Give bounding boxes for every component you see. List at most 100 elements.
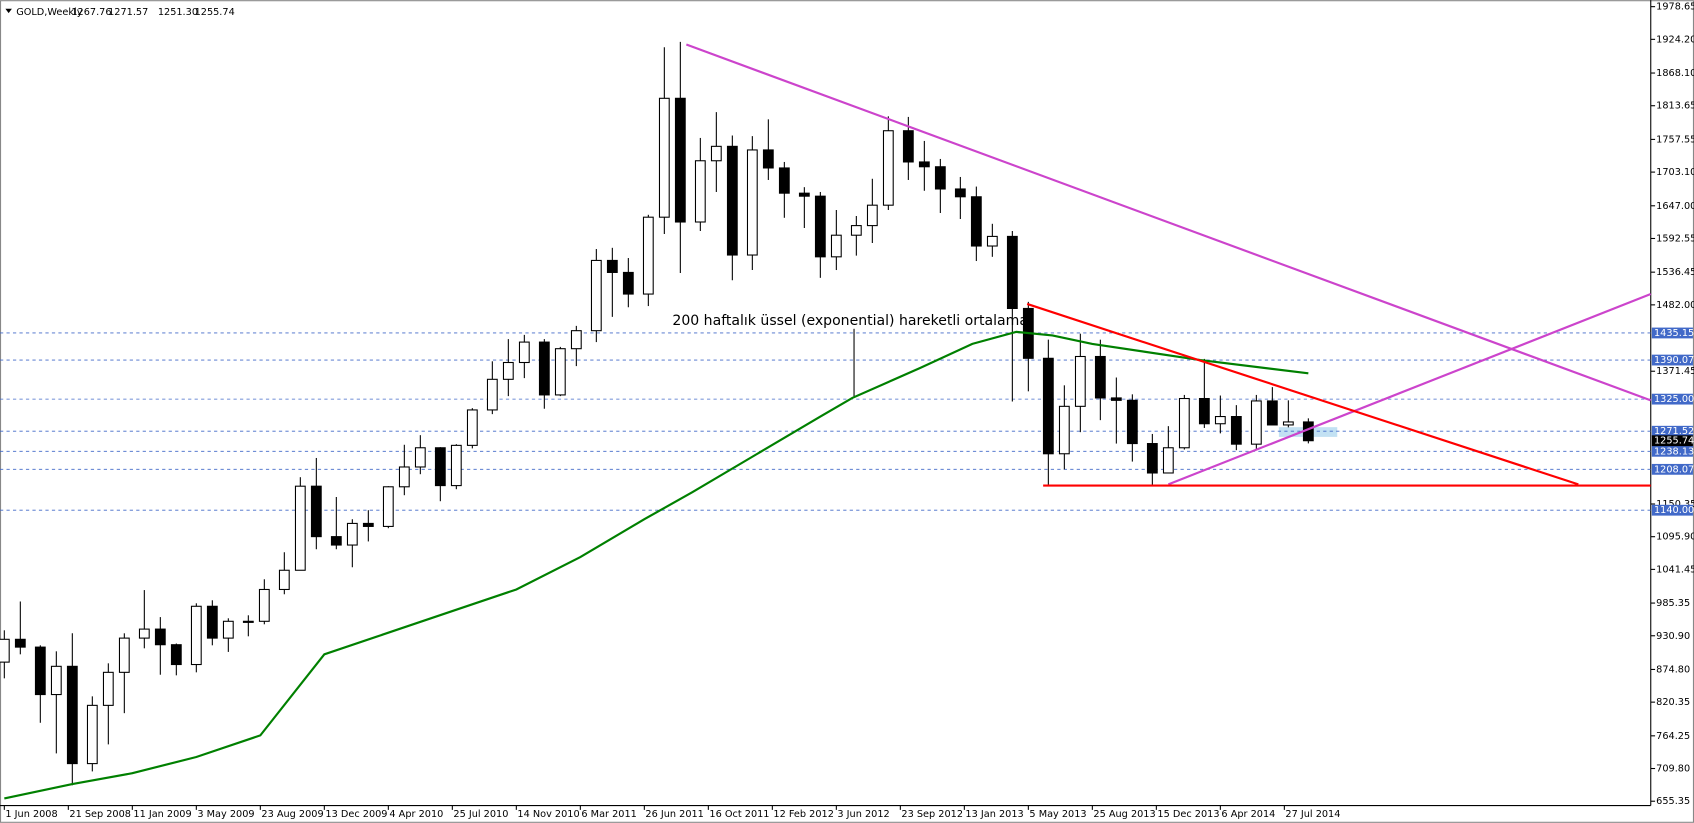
y-tick-label: 874.80 <box>1656 664 1690 675</box>
candle-body <box>814 195 826 258</box>
x-tick-label: 6 Mar 2011 <box>581 809 636 820</box>
x-tick-label: 14 Nov 2010 <box>517 809 579 820</box>
symbol-title: GOLD,Weekly <box>16 7 82 18</box>
level-label: 1140.00 <box>1654 505 1694 516</box>
candle-body <box>1250 400 1262 445</box>
candle-body <box>1178 397 1190 449</box>
candle-body <box>1146 443 1158 474</box>
candle-body <box>590 259 602 332</box>
candle-body <box>382 486 394 527</box>
candle-body <box>1110 397 1122 401</box>
y-tick-label: 1757.55 <box>1656 134 1694 145</box>
candle-body <box>0 638 10 663</box>
candle-body <box>1094 355 1106 399</box>
last-price-label: 1255.74 <box>1654 436 1694 447</box>
y-tick-label: 985.35 <box>1656 598 1690 609</box>
x-tick-label: 1 Jun 2008 <box>5 809 57 820</box>
candle-body <box>66 665 78 765</box>
candle-body <box>14 638 26 648</box>
candle-body <box>330 536 342 546</box>
candle-body <box>954 188 966 198</box>
trend-line <box>1167 293 1652 486</box>
candle-body <box>1230 416 1242 445</box>
candle-body <box>1282 421 1294 426</box>
candle-body <box>518 341 530 364</box>
candle-body <box>242 620 254 623</box>
level-tag <box>1651 504 1693 516</box>
candle-body <box>1266 400 1278 426</box>
last-price-tag <box>1651 435 1693 447</box>
moving-average <box>4 330 1309 800</box>
candle-body <box>34 646 46 696</box>
candle-body <box>50 665 62 696</box>
y-tick-label: 1371.45 <box>1656 366 1694 377</box>
candle-body <box>830 234 842 258</box>
candle-body <box>710 145 722 162</box>
x-tick-label: 13 Dec 2009 <box>325 809 387 820</box>
level-label: 1271.52 <box>1654 426 1694 437</box>
x-tick-label: 6 Apr 2014 <box>1221 809 1275 820</box>
level-label: 1390.07 <box>1654 355 1694 366</box>
x-tick-label: 15 Dec 2013 <box>1157 809 1219 820</box>
level-label: 1238.13 <box>1654 446 1694 457</box>
x-tick-label: 3 Jun 2012 <box>837 809 889 820</box>
annotation: 200 haftalık üssel (exponential) hareket… <box>672 313 1028 329</box>
y-tick-label: 1813.65 <box>1656 101 1694 112</box>
candle-body <box>138 628 150 639</box>
x-tick-label: 27 Jul 2014 <box>1285 809 1340 820</box>
x-tick-label: 13 Jan 2013 <box>965 809 1023 820</box>
quote: 1267.76 <box>71 7 111 18</box>
candle-body <box>850 225 862 236</box>
candle-body <box>1074 355 1086 407</box>
y-tick-label: 1482.00 <box>1656 300 1694 311</box>
y-tick-label: 1095.90 <box>1656 532 1694 543</box>
candle-body <box>258 588 270 622</box>
candle-body <box>554 348 566 396</box>
candle-body <box>1006 235 1018 310</box>
candle-body <box>986 235 998 247</box>
candle-body <box>310 485 322 538</box>
candle-body <box>642 216 654 295</box>
candle-body <box>414 447 426 468</box>
x-tick-label: 23 Aug 2009 <box>261 809 323 820</box>
y-tick-label: 1592.55 <box>1656 233 1694 244</box>
candle-body <box>502 361 514 380</box>
x-tick-label: 21 Sep 2008 <box>69 809 131 820</box>
level-label: 1208.07 <box>1654 464 1694 475</box>
candle-body <box>294 485 306 571</box>
candle-body <box>346 522 358 546</box>
y-tick-label: 1150.35 <box>1656 499 1694 510</box>
candle-body <box>86 704 98 765</box>
candle-body <box>1126 399 1138 445</box>
candle-body <box>486 378 498 411</box>
level-label: 1325.00 <box>1654 394 1694 405</box>
menu-arrow[interactable] <box>5 8 12 14</box>
level-tag <box>1651 445 1693 457</box>
candle-body <box>778 167 790 194</box>
y-tick-label: 764.25 <box>1656 731 1690 742</box>
y-tick-label: 709.80 <box>1656 764 1690 775</box>
y-tick-label: 1536.45 <box>1656 267 1694 278</box>
level-label: 1435.15 <box>1654 328 1694 339</box>
candle-body <box>606 259 618 273</box>
candle-body <box>622 271 634 295</box>
x-tick-label: 12 Feb 2012 <box>773 809 834 820</box>
candle-body <box>798 192 810 197</box>
candle-body <box>1042 357 1054 455</box>
x-tick-label: 26 Jun 2011 <box>645 809 703 820</box>
x-tick-label: 23 Sep 2012 <box>901 809 963 820</box>
level-tag <box>1651 393 1693 405</box>
candle-body <box>726 145 738 256</box>
x-tick-label: 5 May 2013 <box>1029 809 1086 820</box>
candle-body <box>190 605 202 666</box>
candle-body <box>434 447 446 487</box>
trend-line <box>685 43 1652 402</box>
x-tick-label: 16 Oct 2011 <box>709 809 769 820</box>
quote: 1251.30 <box>158 7 198 18</box>
x-tick-label: 25 Aug 2013 <box>1093 809 1155 820</box>
candle-body <box>278 569 290 591</box>
candle-body <box>1198 397 1210 425</box>
candle-body <box>170 644 182 666</box>
level-tag <box>1651 463 1693 475</box>
